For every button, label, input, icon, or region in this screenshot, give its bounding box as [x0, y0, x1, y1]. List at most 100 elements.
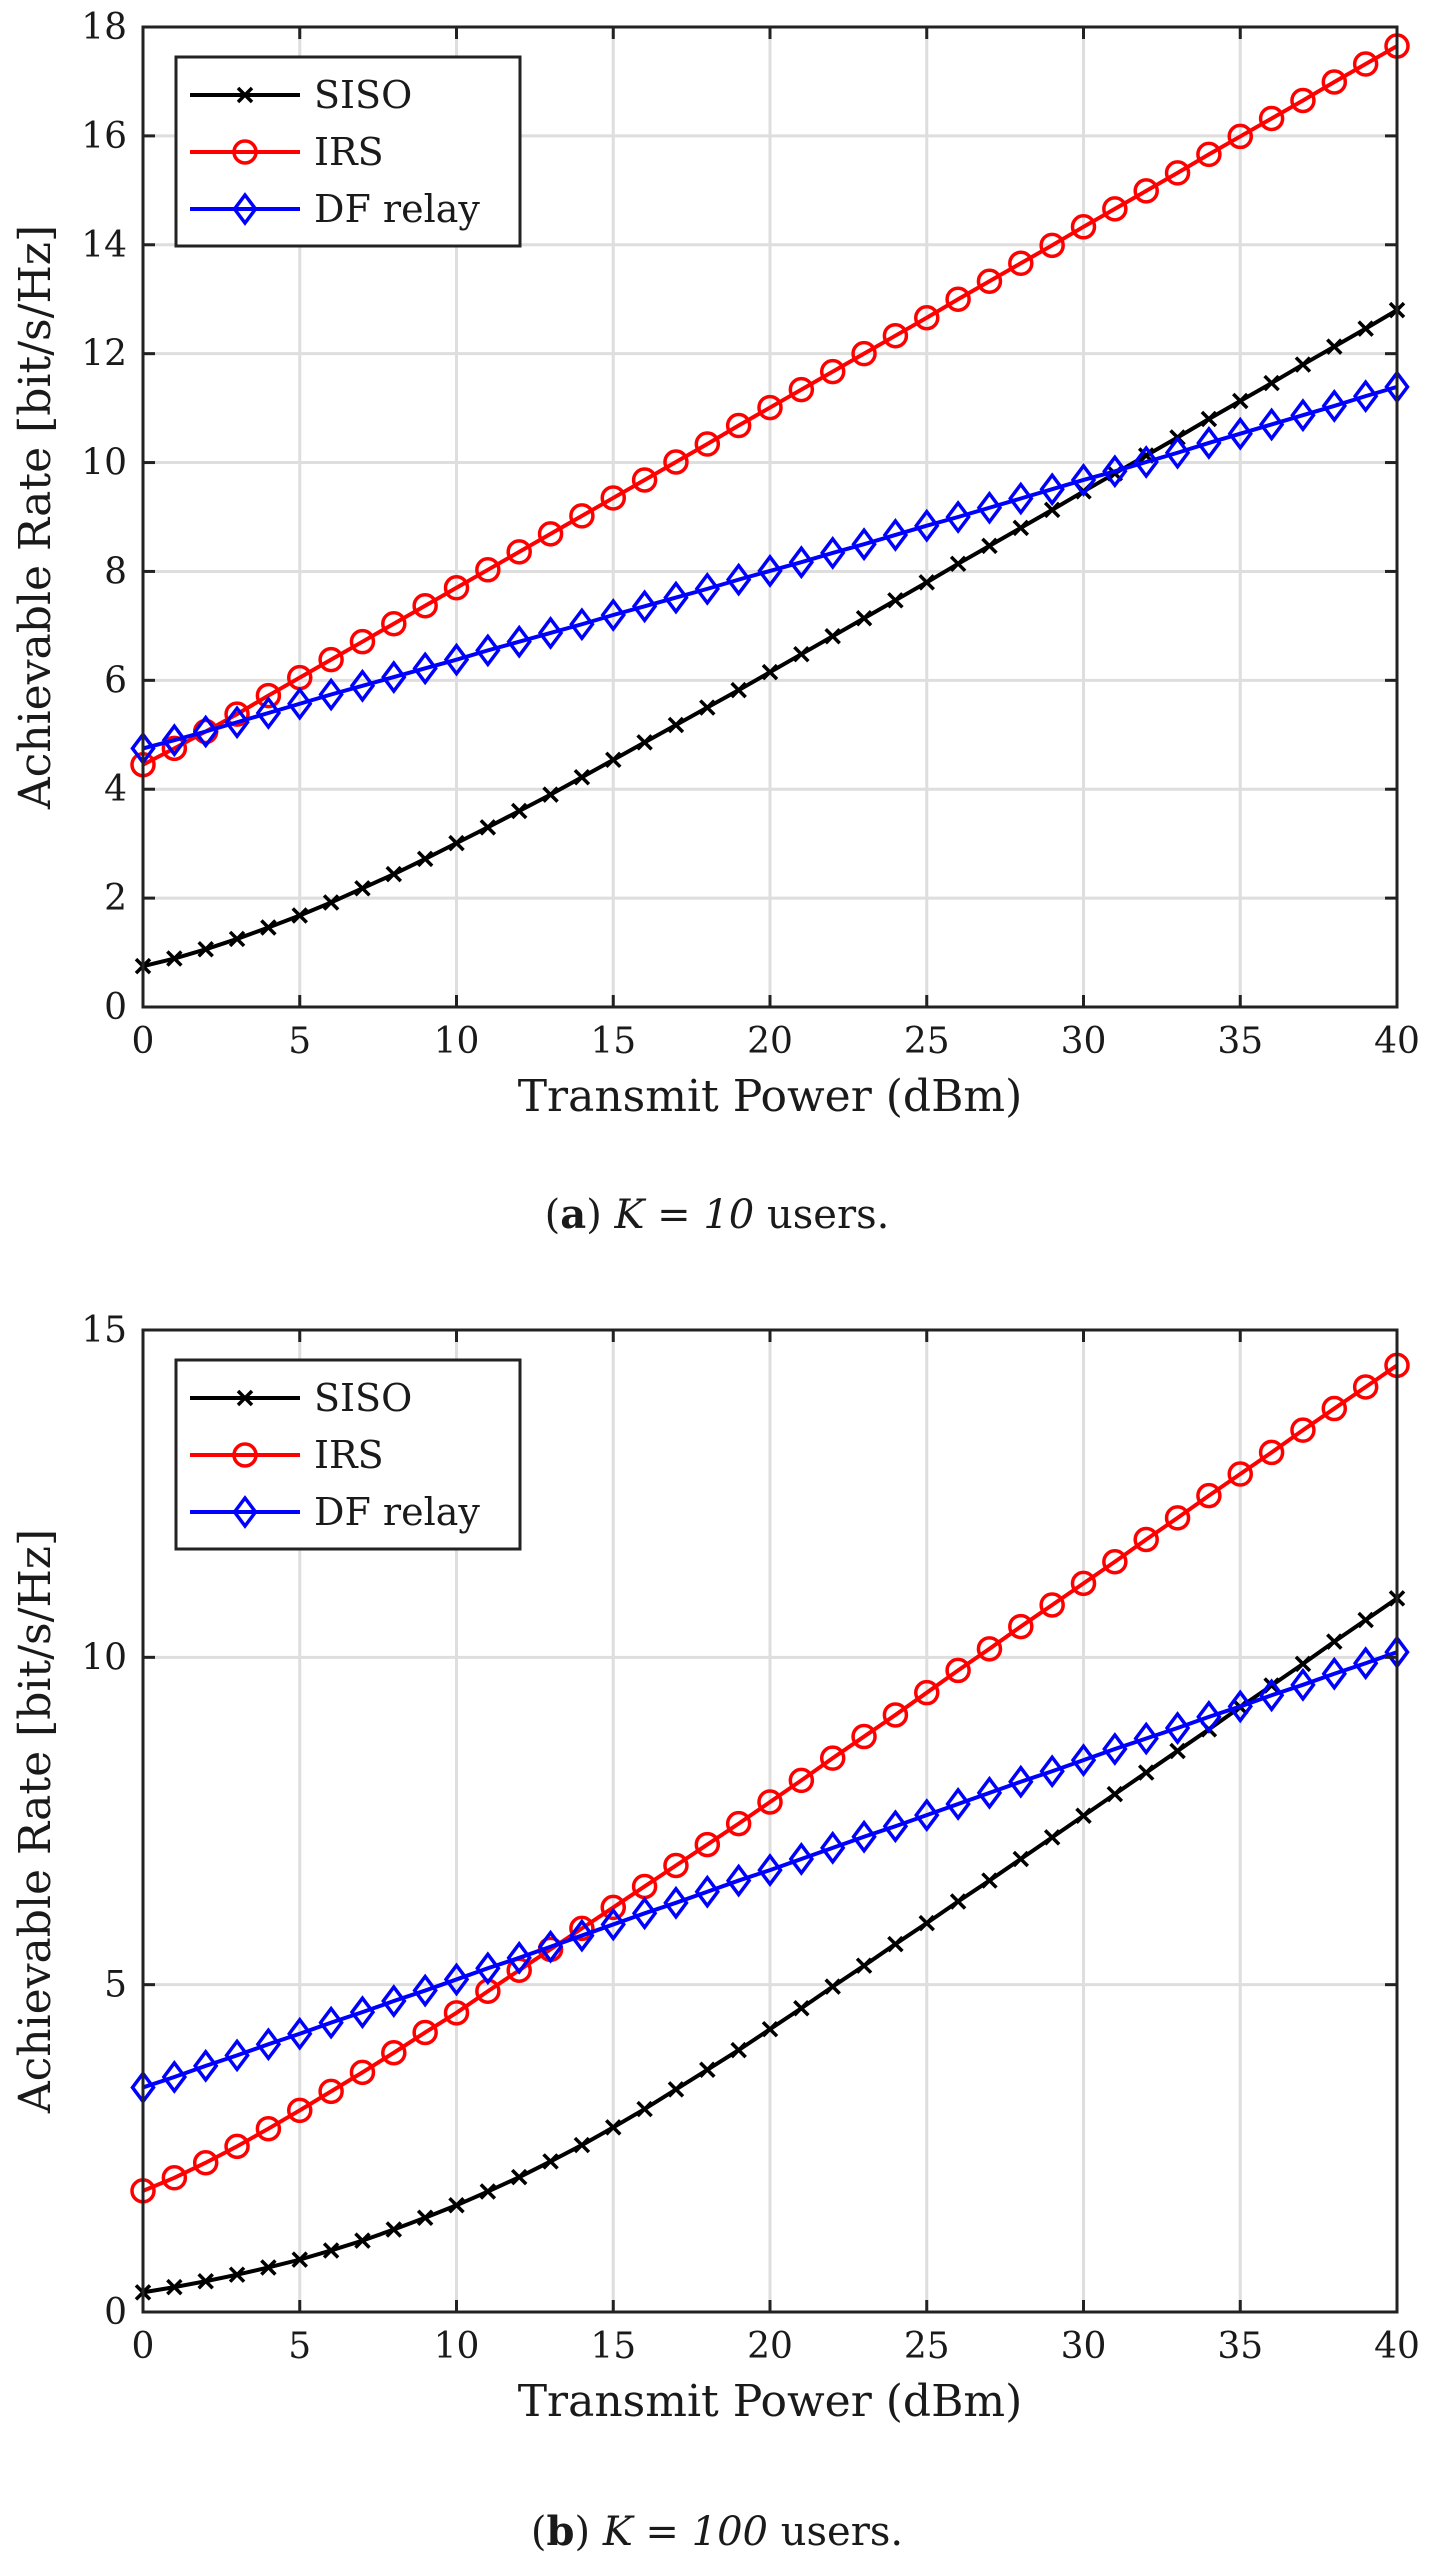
data-point — [636, 2100, 653, 2118]
data-point — [1164, 435, 1191, 470]
data-point — [882, 518, 909, 552]
data-point — [573, 769, 591, 786]
x-tick-label: 35 — [1217, 1021, 1263, 1062]
data-point — [1357, 1611, 1374, 1629]
data-point — [475, 557, 501, 583]
data-point — [510, 802, 528, 820]
data-point — [287, 2097, 313, 2124]
chart-b: 0 5 10 15 20 25 30 35 40 0 5 10 15 Transmit Power (dB… — [10, 1310, 1420, 2555]
data-point — [851, 340, 877, 367]
data-point — [725, 1863, 752, 1898]
data-point — [542, 2153, 559, 2170]
data-point — [224, 2038, 250, 2073]
legend-entry: SISO — [190, 73, 412, 117]
data-point — [224, 2133, 250, 2160]
data-point — [1008, 250, 1034, 277]
data-point — [851, 527, 877, 562]
data-point — [788, 1842, 815, 1876]
data-point — [1352, 1646, 1379, 1681]
y-tick-label: 6 — [104, 660, 127, 701]
data-point — [887, 1935, 904, 1953]
data-point — [1196, 426, 1222, 460]
data-point — [349, 668, 376, 703]
data-point — [1232, 392, 1249, 410]
data-point — [1352, 51, 1379, 77]
data-point — [824, 627, 841, 645]
data-point — [1290, 1417, 1316, 1443]
data-point — [1196, 1482, 1222, 1509]
data-point — [667, 716, 685, 734]
data-point — [663, 1852, 689, 1879]
data-point — [1169, 1742, 1186, 1760]
data-point — [228, 930, 246, 948]
data-point — [851, 1819, 877, 1854]
data-point — [318, 646, 344, 673]
data-point — [385, 865, 403, 883]
data-point — [569, 1918, 595, 1953]
data-point — [1102, 1549, 1128, 1575]
data-point — [318, 2005, 344, 2040]
data-point — [166, 2278, 183, 2296]
data-point — [537, 1929, 564, 1964]
x-tick-label: 5 — [288, 2326, 311, 2367]
data-point — [600, 1894, 626, 1921]
data-point — [1321, 1395, 1348, 1422]
data-point — [573, 2136, 591, 2154]
data-point — [663, 449, 689, 475]
data-point — [506, 624, 532, 659]
data-point — [479, 819, 497, 836]
data-point — [730, 2041, 747, 2059]
data-point — [1200, 410, 1218, 428]
data-point — [166, 950, 183, 967]
data-point — [1290, 87, 1316, 114]
data-point — [725, 1810, 752, 1837]
data-point — [197, 941, 214, 958]
y-axis-label: Achievable Rate [bit/s/Hz] — [10, 225, 61, 810]
x-tick-label: 40 — [1374, 2326, 1420, 2367]
data-point — [757, 1789, 783, 1815]
data-point — [788, 376, 815, 403]
data-point — [887, 592, 904, 609]
data-point — [1164, 1505, 1191, 1531]
data-point — [255, 696, 282, 730]
data-point — [730, 681, 747, 699]
data-point — [443, 1962, 470, 1997]
data-point — [1039, 472, 1065, 507]
data-point — [949, 555, 967, 573]
data-point — [228, 2266, 246, 2283]
data-point — [255, 682, 282, 709]
data-point — [1133, 178, 1159, 204]
data-point — [255, 2115, 282, 2142]
data-point — [976, 268, 1003, 295]
legend-entry: IRS — [190, 1433, 384, 1477]
data-point — [381, 660, 407, 694]
data-point — [385, 2221, 403, 2238]
data-point — [1039, 1754, 1065, 1789]
data-point — [605, 751, 622, 769]
legend: SISO IRS DF relay — [174, 1358, 522, 1551]
data-point — [537, 521, 564, 547]
data-point — [412, 1973, 438, 2008]
data-point — [600, 1907, 626, 1942]
data-point — [1227, 1689, 1253, 1724]
data-point — [1227, 123, 1253, 150]
data-point — [255, 2027, 282, 2062]
x-tick-label: 15 — [590, 2326, 636, 2367]
data-point — [1102, 1732, 1128, 1766]
data-point — [949, 1893, 967, 1910]
data-point — [443, 575, 470, 601]
data-point — [291, 2251, 308, 2268]
data-point — [224, 701, 250, 727]
data-point — [161, 2060, 188, 2094]
data-point — [291, 907, 308, 924]
data-point — [981, 537, 998, 555]
data-point — [287, 2016, 313, 2051]
data-point — [631, 467, 658, 493]
data-point — [1043, 1829, 1061, 1846]
data-point — [694, 1831, 721, 1858]
data-point — [1227, 1461, 1253, 1487]
data-point — [819, 1745, 846, 1771]
data-point — [161, 2165, 188, 2191]
series-irs — [130, 1352, 1410, 2204]
